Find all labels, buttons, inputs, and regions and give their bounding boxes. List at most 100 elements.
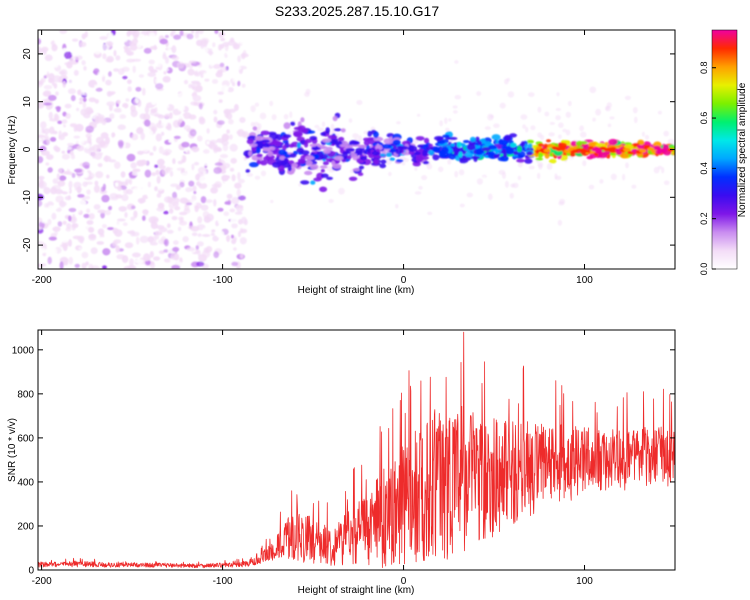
heatmap-cell — [68, 215, 72, 222]
heatmap-cell — [357, 172, 364, 176]
heatmap-cell — [242, 50, 247, 58]
heatmap-cell — [553, 149, 563, 156]
heatmap-cell — [231, 234, 234, 239]
heatmap-cell — [148, 59, 155, 65]
heatmap-cell — [356, 100, 363, 105]
heatmap-cell — [142, 87, 146, 96]
spectrogram-y-ticks: -20 -10 0 10 20 — [22, 48, 675, 252]
heatmap-cell — [88, 233, 97, 240]
heatmap-cell — [543, 143, 549, 149]
heatmap-cell — [506, 77, 510, 82]
heatmap-cell — [217, 207, 224, 212]
heatmap-cell — [65, 188, 71, 193]
heatmap-cell — [120, 171, 126, 178]
heatmap-cell — [568, 157, 573, 162]
heatmap-cell — [171, 264, 181, 269]
heatmap-cell — [196, 261, 205, 267]
heatmap-cell — [190, 30, 195, 34]
heatmap-cell — [81, 60, 86, 66]
heatmap-cell — [99, 36, 108, 40]
heatmap-cell — [202, 211, 210, 219]
heatmap-cell — [202, 46, 209, 54]
heatmap-cell — [371, 151, 380, 156]
heatmap-cell — [97, 209, 106, 214]
heatmap-cell — [161, 120, 168, 127]
heatmap-cell — [258, 142, 264, 149]
heatmap-cell — [300, 150, 310, 156]
heatmap-cell — [342, 151, 352, 155]
heatmap-cell — [163, 249, 169, 253]
heatmap-cell — [118, 206, 127, 212]
heatmap-cell — [246, 138, 254, 145]
heatmap-cell — [217, 91, 224, 95]
heatmap-cell — [176, 61, 185, 69]
heatmap-cell — [189, 129, 197, 137]
heatmap-cell — [450, 143, 456, 147]
heatmap-cell — [122, 75, 128, 80]
heatmap-cell — [52, 130, 58, 135]
heatmap-cell — [189, 199, 198, 203]
heatmap-cell — [73, 55, 83, 61]
heatmap-cell — [158, 165, 166, 170]
heatmap-cell — [623, 144, 634, 149]
heatmap-cell — [83, 213, 90, 219]
heatmap-cell — [163, 51, 166, 57]
heatmap-cell — [43, 128, 51, 135]
heatmap-cell — [238, 105, 245, 110]
heatmap-cell — [194, 31, 200, 39]
heatmap-cell — [281, 189, 288, 194]
heatmap-cell — [168, 139, 175, 144]
snr-x-label: Height of straight line (km) — [298, 585, 415, 596]
heatmap-cell — [260, 130, 270, 136]
heatmap-cell — [115, 222, 124, 227]
heatmap-cell — [121, 38, 128, 43]
heatmap-cell — [661, 167, 665, 174]
heatmap-cell — [169, 170, 174, 177]
heatmap-cell — [76, 145, 85, 152]
heatmap-cell — [577, 166, 583, 173]
heatmap-cell — [379, 153, 386, 157]
heatmap-cell — [528, 165, 535, 170]
heatmap-cell — [159, 38, 168, 45]
x-tick-label: 0 — [401, 576, 407, 587]
heatmap-cell — [98, 58, 106, 63]
spectrogram-x-ticks: -200 -100 0 100 — [32, 30, 593, 286]
heatmap-cell — [345, 148, 355, 152]
heatmap-cell — [623, 148, 631, 152]
heatmap-cell — [163, 71, 167, 75]
heatmap-cell — [47, 256, 52, 265]
heatmap-cell — [113, 107, 123, 113]
heatmap-cell — [94, 84, 98, 89]
heatmap-cell — [60, 237, 69, 243]
heatmap-cell — [105, 163, 114, 169]
heatmap-cell — [172, 197, 180, 204]
heatmap-cell — [191, 163, 195, 171]
heatmap-cell — [182, 236, 189, 243]
heatmap-cell — [198, 103, 203, 110]
heatmap-cell — [157, 202, 165, 209]
heatmap-cell — [116, 254, 126, 260]
heatmap-cell — [154, 60, 162, 68]
heatmap-cell — [608, 138, 618, 146]
heatmap-cell — [407, 145, 418, 153]
heatmap-cell — [272, 161, 281, 168]
heatmap-cell — [95, 171, 104, 179]
heatmap-cell — [197, 135, 203, 142]
heatmap-cell — [55, 91, 59, 96]
heatmap-cell — [102, 248, 111, 256]
heatmap-cell — [580, 131, 587, 138]
heatmap-cell — [209, 144, 217, 150]
heatmap-cell — [76, 186, 82, 194]
heatmap-cell — [136, 160, 145, 167]
heatmap-cell — [219, 62, 225, 68]
heatmap-cell — [475, 136, 480, 143]
heatmap-cell — [152, 145, 157, 152]
heatmap-cell — [358, 165, 365, 170]
heatmap-cell — [67, 165, 73, 170]
heatmap-cell — [126, 90, 131, 99]
heatmap-cell — [132, 168, 141, 173]
heatmap-cell — [625, 162, 629, 169]
heatmap-cell — [320, 154, 328, 160]
heatmap-cell — [135, 259, 144, 264]
heatmap-cell — [447, 159, 452, 165]
